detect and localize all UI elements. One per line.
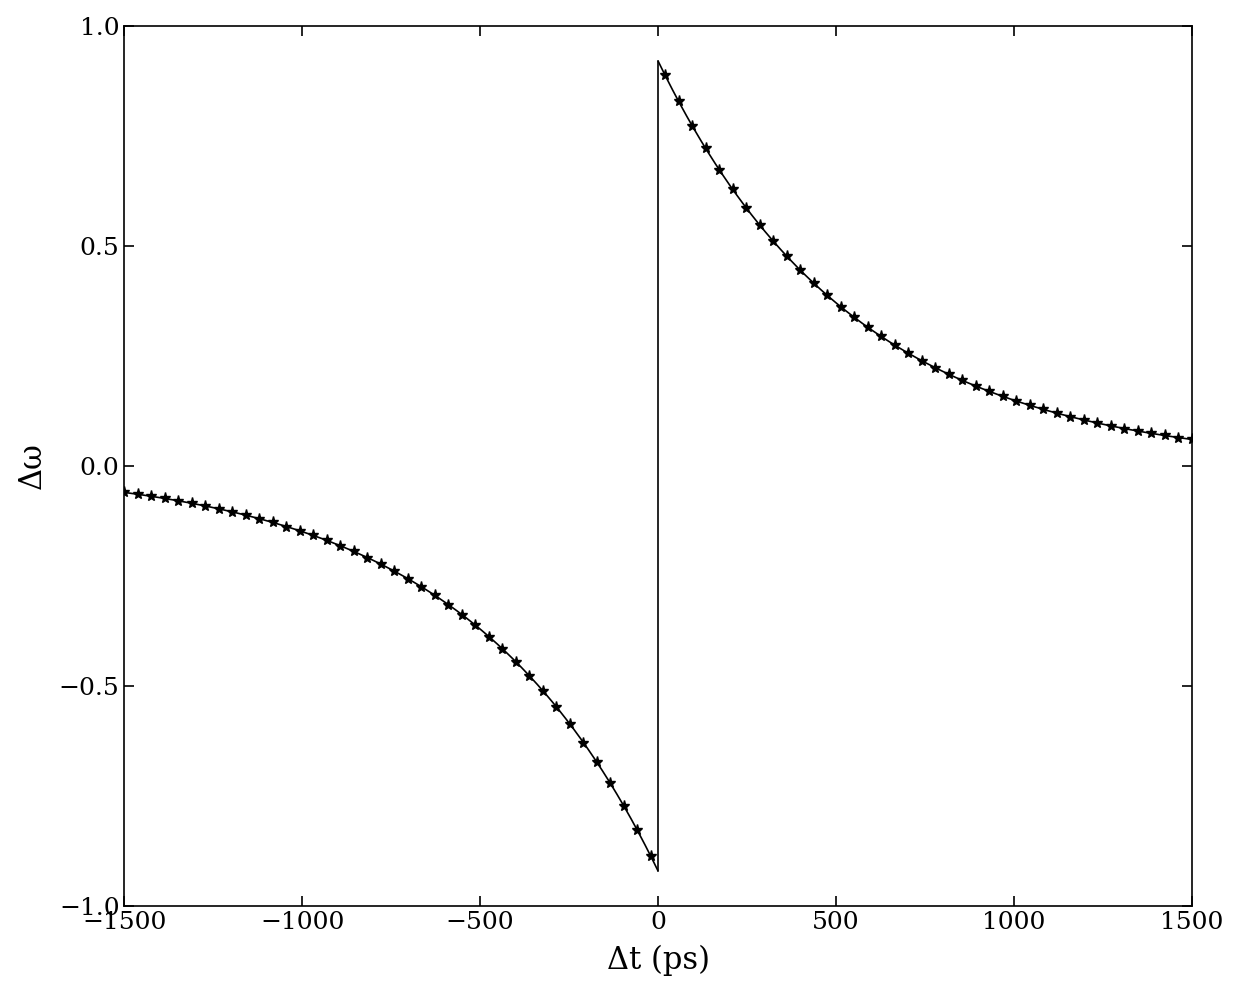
X-axis label: Δt (ps): Δt (ps) <box>606 945 709 976</box>
Y-axis label: Δω: Δω <box>16 443 47 490</box>
